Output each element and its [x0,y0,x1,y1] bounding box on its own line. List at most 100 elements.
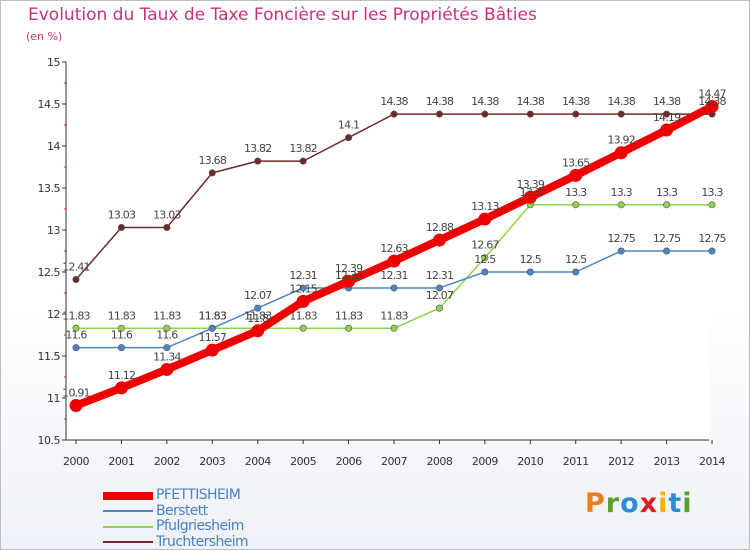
data-point-pfulgriesheim [435,304,443,312]
x-tick-label: 2004 [245,455,271,468]
data-point-berstett [663,247,671,255]
logo-letter: t [668,488,683,519]
y-tick-label: 15 [47,56,60,69]
data-point-berstett [572,268,580,276]
y-tick-label: 10.5 [38,434,61,447]
data-label-pfulgriesheim: 11.83 [199,309,227,322]
data-point-truchtersheim [435,110,443,118]
x-tick-label: 2014 [699,455,725,468]
data-label-truchtersheim: 13.03 [153,208,181,221]
data-label-berstett: 11.6 [156,329,178,342]
legend-label: Truchtersheim [156,533,249,550]
data-label-pfulgriesheim: 11.83 [335,309,363,322]
data-label-truchtersheim: 14.1 [338,119,359,132]
data-point-pfulgriesheim [299,324,307,332]
data-label-truchtersheim: 13.03 [108,208,136,221]
data-label-berstett: 12.31 [335,269,363,282]
data-point-pfettisheim [523,190,537,204]
data-point-pfulgriesheim [345,324,353,332]
data-point-pfettisheim [205,343,219,357]
legend-label: PFETTISHEIM [156,487,241,504]
data-point-pfulgriesheim [617,201,625,209]
data-label-pfulgriesheim: 13.3 [701,186,723,199]
data-label-berstett: 12.31 [289,269,317,282]
data-point-pfettisheim [114,381,128,395]
data-label-truchtersheim: 14.38 [426,95,454,108]
legend-swatch [103,541,153,544]
data-label-pfulgriesheim: 13.3 [565,186,587,199]
logo-letter: i [682,488,693,519]
data-label-truchtersheim: 13.82 [289,142,317,155]
data-label-berstett: 12.07 [244,289,272,302]
x-tick-label: 2009 [472,455,498,468]
data-point-pfulgriesheim [72,324,80,332]
data-label-berstett: 12.75 [653,232,681,245]
data-point-berstett [617,247,625,255]
data-label-pfettisheim: 12.88 [426,221,454,234]
data-label-pfulgriesheim: 11.83 [380,309,408,322]
data-point-berstett [163,344,171,352]
logo-letter: i [658,488,669,519]
data-point-pfettisheim [160,362,174,376]
data-label-berstett: 11.6 [65,329,87,342]
data-label-berstett: 12.5 [474,253,496,266]
plot-area [66,62,709,440]
data-point-berstett [117,344,125,352]
data-point-berstett [708,247,716,255]
data-point-pfulgriesheim [663,201,671,209]
x-tick-label: 2001 [108,455,134,468]
data-point-pfettisheim [296,294,310,308]
data-point-truchtersheim [663,110,671,118]
data-label-pfettisheim: 14.47 [698,88,726,101]
data-point-berstett [208,324,216,332]
data-label-truchtersheim: 14.38 [380,95,408,108]
data-label-truchtersheim: 13.82 [244,142,272,155]
data-label-berstett: 12.5 [520,253,542,266]
legend-swatch [103,491,153,500]
data-point-truchtersheim [208,169,216,177]
data-point-pfettisheim [432,233,446,247]
chart-title: Evolution du Taux de Taxe Foncière sur l… [28,5,537,25]
logo-letter: r [605,488,621,519]
data-point-truchtersheim [299,157,307,165]
data-label-pfulgriesheim: 12.67 [471,239,499,252]
x-tick-label: 2011 [563,455,589,468]
x-tick-label: 2006 [336,455,362,468]
data-point-pfettisheim [478,212,492,226]
data-label-berstett: 11.83 [199,309,227,322]
legend-item-berstett: Berstett [103,503,248,520]
data-label-pfettisheim: 11.8 [247,312,269,325]
data-label-berstett: 12.31 [426,269,454,282]
x-tick-label: 2008 [426,455,452,468]
data-label-berstett: 12.31 [380,269,408,282]
data-label-pfettisheim: 13.39 [517,178,545,191]
data-label-pfulgriesheim: 13.3 [656,186,678,199]
x-tick-label: 2002 [154,455,180,468]
data-point-berstett [481,268,489,276]
data-label-truchtersheim: 12.41 [62,261,90,274]
legend-item-pfulgriesheim: Pfulgriesheim [103,519,248,535]
data-label-berstett: 11.6 [111,329,133,342]
data-label-pfulgriesheim: 12.07 [426,289,454,302]
data-point-truchtersheim [72,276,80,284]
data-label-pfulgriesheim: 13.3 [611,186,633,199]
data-label-pfulgriesheim: 11.83 [289,309,317,322]
data-point-berstett [299,284,307,292]
data-point-truchtersheim [572,110,580,118]
data-label-pfettisheim: 11.57 [199,331,227,344]
x-tick-label: 2003 [199,455,225,468]
data-point-berstett [390,284,398,292]
proxiti-logo: Proxiti [585,488,693,519]
data-point-truchtersheim [163,223,171,231]
data-label-pfulgriesheim: 11.83 [244,309,272,322]
data-point-pfulgriesheim [572,201,580,209]
data-label-pfulgriesheim: 11.83 [62,309,90,322]
data-point-pfettisheim [614,146,628,160]
logo-letter: P [585,488,606,519]
logo-letter: o [620,488,640,519]
data-label-truchtersheim: 14.38 [471,95,499,108]
data-label-berstett: 12.75 [607,232,635,245]
data-point-berstett [72,344,80,352]
